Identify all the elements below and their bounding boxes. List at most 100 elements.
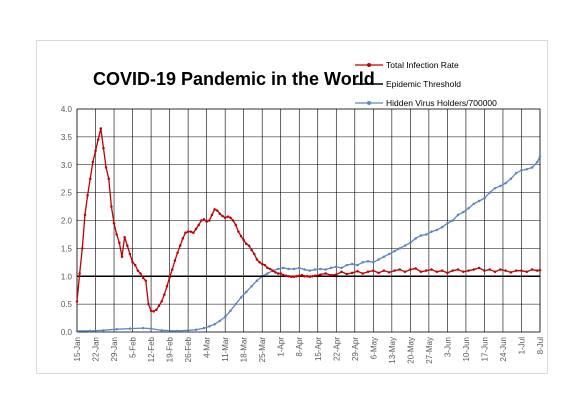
- data-point-hidden-virus-holders-700000: [345, 263, 349, 267]
- x-tick-label: 1-Jul: [517, 337, 526, 355]
- plot-area-border: [76, 108, 541, 333]
- data-point-total-infection-rate: [242, 238, 245, 242]
- x-tick-label: 1-Apr: [277, 337, 286, 357]
- data-point-total-infection-rate: [271, 269, 275, 272]
- data-point-total-infection-rate: [329, 273, 333, 277]
- data-point-total-infection-rate: [377, 271, 380, 275]
- x-tick-label: 22-Apr: [332, 337, 341, 361]
- legend-marker-total-infection-rate: [367, 63, 371, 67]
- legend-label-hidden-virus-holders-700000: Hidden Virus Holders/700000: [386, 98, 497, 108]
- data-point-total-infection-rate: [231, 219, 235, 222]
- series-group: [75, 127, 542, 333]
- data-point-total-infection-rate: [372, 269, 375, 272]
- data-point-total-infection-rate: [102, 146, 105, 150]
- y-tick-label: 1.5: [61, 244, 73, 253]
- data-point-total-infection-rate: [308, 275, 312, 279]
- data-point-total-infection-rate: [131, 261, 134, 264]
- data-point-total-infection-rate: [297, 274, 301, 277]
- chart-svg: COVID-19 Pandemic in the World Total Inf…: [61, 60, 545, 364]
- x-tick-label: 8-Jul: [536, 337, 545, 355]
- data-point-total-infection-rate: [237, 230, 240, 233]
- legend-label-total-infection-rate: Total Infection Rate: [386, 60, 459, 70]
- data-point-total-infection-rate: [194, 227, 198, 231]
- data-point-total-infection-rate: [163, 293, 166, 296]
- x-tick-label: 15-Jan: [73, 337, 82, 361]
- data-point-total-infection-rate: [75, 300, 79, 303]
- data-point-total-infection-rate: [282, 273, 285, 277]
- data-point-total-infection-rate: [292, 275, 296, 279]
- data-point-hidden-virus-holders-700000: [282, 266, 285, 270]
- y-tick-label: 2.5: [61, 189, 73, 198]
- data-point-hidden-virus-holders-700000: [329, 266, 333, 270]
- data-point-hidden-virus-holders-700000: [186, 329, 190, 332]
- data-point-total-infection-rate: [189, 230, 193, 233]
- x-tick-label: 4-Mar: [203, 337, 212, 358]
- data-point-hidden-virus-holders-700000: [419, 234, 423, 237]
- legend-marker-hidden-virus-holders-700000: [367, 101, 371, 105]
- data-point-total-infection-rate: [192, 231, 195, 235]
- data-point-total-infection-rate: [210, 213, 214, 217]
- data-point-hidden-virus-holders-700000: [115, 327, 118, 331]
- data-point-total-infection-rate: [96, 138, 100, 141]
- data-point-hidden-virus-holders-700000: [319, 267, 322, 271]
- data-point-total-infection-rate: [382, 269, 386, 272]
- data-point-hidden-virus-holders-700000: [451, 219, 454, 222]
- data-point-hidden-virus-holders-700000: [335, 265, 338, 269]
- data-point-total-infection-rate: [213, 208, 216, 211]
- data-point-total-infection-rate: [178, 244, 182, 247]
- data-point-hidden-virus-holders-700000: [446, 222, 449, 225]
- data-point-hidden-virus-holders-700000: [245, 290, 248, 294]
- series-total-infection-rate: [75, 127, 542, 313]
- data-point-hidden-virus-holders-700000: [514, 171, 518, 175]
- data-point-total-infection-rate: [504, 269, 507, 272]
- data-point-total-infection-rate: [136, 269, 140, 272]
- y-axis-ticks: 0.0 0.5 1.0 1.5 2.0 2.5 3.0 3.5 4.0: [61, 105, 73, 337]
- data-point-total-infection-rate: [139, 272, 142, 275]
- data-point-hidden-virus-holders-700000: [255, 279, 259, 282]
- data-point-hidden-virus-holders-700000: [435, 228, 439, 232]
- x-tick-label: 17-Jun: [480, 337, 489, 361]
- data-point-hidden-virus-holders-700000: [488, 191, 491, 194]
- data-point-total-infection-rate: [181, 237, 185, 240]
- data-point-hidden-virus-holders-700000: [313, 268, 317, 271]
- x-tick-label: 20-May: [406, 337, 415, 364]
- x-tick-label: 24-Jun: [499, 337, 508, 361]
- data-point-total-infection-rate: [520, 269, 523, 272]
- x-tick-label: 10-Jun: [462, 337, 471, 361]
- data-point-total-infection-rate: [440, 269, 444, 272]
- data-point-hidden-virus-holders-700000: [276, 267, 280, 271]
- data-point-hidden-virus-holders-700000: [440, 225, 444, 229]
- data-point-total-infection-rate: [311, 275, 314, 278]
- data-point-total-infection-rate: [223, 216, 227, 219]
- data-point-total-infection-rate: [499, 268, 502, 271]
- data-point-total-infection-rate: [202, 218, 206, 221]
- y-tick-label: 1.0: [61, 272, 73, 281]
- data-point-hidden-virus-holders-700000: [149, 327, 153, 330]
- data-point-total-infection-rate: [340, 270, 343, 274]
- data-point-total-infection-rate: [155, 308, 158, 311]
- data-point-total-infection-rate: [300, 273, 304, 277]
- x-tick-label: 5-Feb: [129, 336, 138, 357]
- data-point-total-infection-rate: [451, 269, 454, 272]
- series-line-total-infection-rate: [76, 128, 541, 313]
- data-point-hidden-virus-holders-700000: [536, 160, 539, 164]
- data-point-total-infection-rate: [104, 166, 108, 169]
- data-point-hidden-virus-holders-700000: [403, 244, 407, 247]
- x-tick-label: 11-Mar: [221, 337, 230, 362]
- data-point-hidden-virus-holders-700000: [324, 268, 327, 271]
- data-point-total-infection-rate: [107, 177, 110, 180]
- data-point-total-infection-rate: [197, 223, 200, 227]
- data-point-hidden-virus-holders-700000: [372, 261, 375, 264]
- data-point-total-infection-rate: [99, 127, 103, 130]
- chart-title: COVID-19 Pandemic in the World: [93, 69, 375, 89]
- data-point-hidden-virus-holders-700000: [176, 329, 179, 333]
- data-point-hidden-virus-holders-700000: [308, 269, 312, 272]
- data-point-hidden-virus-holders-700000: [393, 249, 396, 253]
- data-point-total-infection-rate: [324, 272, 327, 275]
- data-point-hidden-virus-holders-700000: [424, 233, 428, 236]
- data-point-total-infection-rate: [128, 252, 132, 256]
- data-point-total-infection-rate: [253, 252, 256, 256]
- data-point-hidden-virus-holders-700000: [218, 319, 222, 323]
- data-point-total-infection-rate: [350, 271, 354, 275]
- data-point-hidden-virus-holders-700000: [409, 241, 412, 245]
